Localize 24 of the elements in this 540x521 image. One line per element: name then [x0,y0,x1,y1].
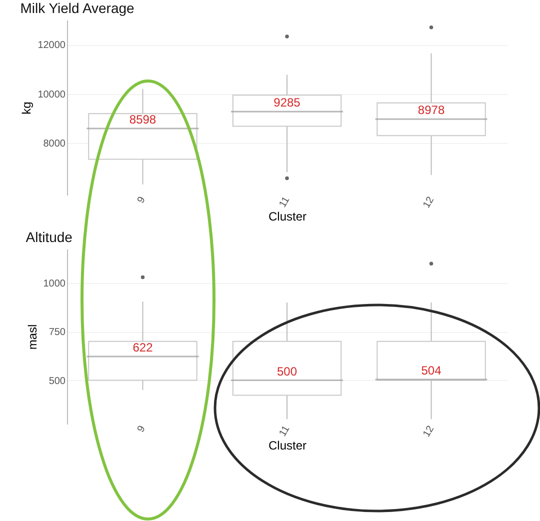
x-axis-title: Cluster [268,210,307,224]
x-tick-label: 11 [277,424,292,438]
x-tick-label: 9 [136,424,148,434]
text: 504 [421,363,442,378]
y-tick-label: 12000 [38,40,66,52]
chart-title: Altitude [26,229,73,245]
y-tick-label: 8000 [43,138,66,150]
y-tick-label: 1000 [43,278,66,290]
text: 8978 [418,103,445,118]
x-axis-title: Cluster [268,438,307,453]
y-axis-title: kg [20,102,34,114]
y-tick-label: 10000 [38,89,66,100]
x-tick-label: 12 [421,194,437,210]
text: 500 [276,364,298,378]
x-tick-label: 11 [277,194,292,210]
text: 9285 [274,96,300,110]
x-tick-label: 9 [136,194,148,206]
x-tick-label: 12 [421,424,437,440]
y-tick-label: 750 [48,327,66,338]
y-axis-title: masl [25,324,40,350]
y-tick-label: 500 [48,376,66,387]
text: 8598 [129,112,156,126]
chart-title: Milk Yield Average [20,0,135,16]
text: 622 [132,340,153,355]
